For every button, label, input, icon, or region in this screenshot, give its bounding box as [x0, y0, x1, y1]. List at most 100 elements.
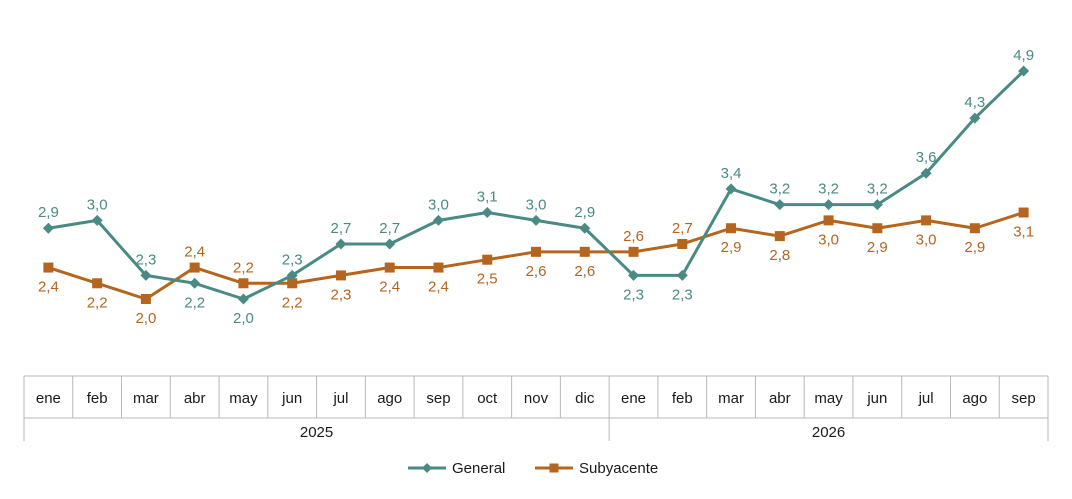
subyacente-data-label: 2,6 — [526, 263, 547, 280]
month-tick-label: ene — [621, 390, 646, 407]
subyacente-data-label: 2,6 — [574, 263, 595, 280]
general-data-label: 3,0 — [526, 196, 547, 213]
month-tick-label: dic — [575, 390, 595, 407]
general-data-label: 2,3 — [135, 251, 156, 268]
general-point — [920, 167, 932, 179]
subyacente-point — [140, 294, 151, 304]
general-point — [628, 269, 640, 281]
subyacente-data-label: 2,6 — [623, 228, 644, 245]
subyacente-data-label: 2,2 — [87, 294, 108, 311]
general-point — [676, 269, 688, 281]
month-tick-label: jun — [866, 390, 887, 407]
general-point — [579, 222, 591, 234]
general-point — [432, 214, 444, 226]
year-tick-label: 2025 — [300, 424, 333, 441]
general-data-label: 3,1 — [477, 189, 498, 206]
month-tick-label: may — [814, 390, 843, 407]
month-tick-label: nov — [524, 390, 549, 407]
general-data-label: 3,2 — [769, 181, 790, 198]
subyacente-point — [823, 215, 834, 226]
month-tick-label: jul — [918, 390, 934, 407]
month-tick-label: jul — [332, 390, 348, 407]
general-point — [140, 269, 152, 281]
subyacente-data-label: 2,7 — [672, 220, 693, 237]
subyacente-data-label: 3,1 — [1013, 224, 1034, 241]
subyacente-data-label: 3,0 — [916, 231, 937, 248]
legend-diamond-icon — [422, 463, 432, 473]
subyacente-point — [43, 262, 54, 273]
subyacente-data-label: 2,4 — [38, 279, 59, 296]
year-tick-label: 2026 — [812, 424, 845, 441]
general-data-label: 2,7 — [379, 220, 400, 237]
general-data-label: 2,0 — [233, 310, 254, 327]
subyacente-point — [969, 223, 980, 234]
general-point — [725, 183, 737, 195]
subyacente-point — [726, 223, 737, 234]
month-tick-label: ago — [377, 390, 402, 407]
general-point — [286, 269, 298, 281]
general-point — [871, 199, 883, 211]
plot-area: 2,4 2,2 2,0 2,4 2,2 2,2 2,3 2,4 2,4 2,5 2,6 2,6 2,6 2… — [38, 47, 1034, 327]
subyacente-point — [579, 246, 590, 257]
subyacente-point — [872, 223, 883, 234]
month-tick-label: mar — [133, 390, 159, 407]
subyacente-data-label: 2,4 — [379, 279, 400, 296]
general-point — [530, 214, 542, 226]
subyacente-point — [433, 262, 444, 273]
general-point — [384, 238, 396, 250]
general-data-label: 3,2 — [818, 181, 839, 198]
general-point — [335, 238, 347, 250]
general-data-label: 2,3 — [282, 251, 303, 268]
subyacente-data-label: 3,0 — [818, 231, 839, 248]
subyacente-point — [628, 246, 639, 257]
subyacente-point — [1018, 207, 1029, 218]
subyacente-data-label: 2,4 — [428, 279, 449, 296]
legend: General Subyacente — [408, 460, 658, 477]
general-point — [481, 207, 493, 219]
subyacente-point — [189, 262, 200, 273]
month-tick-label: sep — [1012, 390, 1036, 407]
general-data-label: 4,9 — [1013, 47, 1034, 64]
general-point — [969, 112, 981, 124]
general-data-label: 2,9 — [38, 204, 59, 221]
category-axis: ene feb mar abr may jun jul ago sep oct nov dic ene f… — [23, 375, 1049, 441]
general-point — [1018, 65, 1030, 77]
subyacente-data-label: 2,0 — [135, 310, 156, 327]
subyacente-point — [335, 270, 346, 281]
general-point — [823, 199, 835, 211]
general-data-label: 3,6 — [916, 149, 937, 166]
month-tick-label: abr — [769, 390, 791, 407]
general-data-label: 3,2 — [867, 181, 888, 198]
general-data-label: 3,0 — [87, 196, 108, 213]
subyacente-data-label: 2,8 — [769, 247, 790, 264]
subyacente-point — [677, 238, 688, 249]
subyacente-point — [287, 278, 298, 289]
subyacente-point — [482, 254, 493, 265]
general-point — [91, 214, 103, 226]
month-tick-label: feb — [672, 390, 693, 407]
subyacente-point — [238, 278, 249, 289]
month-tick-label: ago — [962, 390, 987, 407]
month-tick-label: oct — [477, 390, 498, 407]
subyacente-data-label: 2,3 — [331, 286, 352, 303]
subyacente-point — [531, 246, 541, 257]
subyacente-data-label: 2,2 — [282, 294, 303, 311]
general-point — [237, 293, 249, 305]
subyacente-point — [774, 231, 785, 242]
general-data-label: 2,9 — [574, 204, 595, 221]
general-data-label: 4,3 — [964, 94, 985, 111]
month-tick-label: jun — [281, 390, 302, 407]
subyacente-point — [384, 262, 395, 273]
subyacente-data-label: 2,9 — [867, 239, 888, 256]
month-tick-label: may — [229, 390, 258, 407]
month-tick-label: feb — [87, 390, 108, 407]
subyacente-point — [92, 278, 103, 289]
general-data-label: 3,0 — [428, 196, 449, 213]
general-point — [42, 222, 54, 234]
legend-label-subyacente: Subyacente — [579, 460, 658, 477]
subyacente-data-label: 2,5 — [477, 271, 498, 288]
subyacente-data-label: 2,9 — [964, 239, 985, 256]
month-tick-label: ene — [36, 390, 61, 407]
month-tick-label: sep — [426, 390, 450, 407]
